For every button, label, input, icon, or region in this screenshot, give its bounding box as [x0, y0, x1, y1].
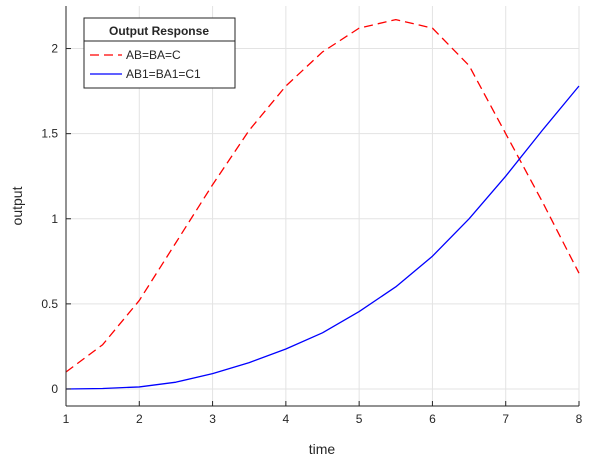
x-axis-label: time — [309, 441, 336, 457]
x-tick-label: 4 — [283, 412, 290, 426]
y-tick-label: 0 — [51, 382, 58, 396]
axes — [65, 6, 579, 407]
y-tick-label: 0.5 — [41, 297, 58, 311]
y-tick-label: 1.5 — [41, 127, 58, 141]
legend-title: Output Response — [109, 24, 209, 38]
y-tick-label: 1 — [51, 212, 58, 226]
x-tick-label: 2 — [136, 412, 143, 426]
x-tick-label: 6 — [429, 412, 436, 426]
x-tick-label: 3 — [209, 412, 216, 426]
x-tick-label: 1 — [63, 412, 70, 426]
legend: Output Response AB=BA=C AB1=BA1=C1 — [83, 17, 236, 89]
x-tick-label: 7 — [502, 412, 509, 426]
legend-entry-ab1-ba1-c1: AB1=BA1=C1 — [126, 67, 201, 81]
y-axis-label: output — [9, 186, 25, 225]
ticks: 1 2 3 4 5 6 7 8 0 0.5 1 1.5 2 — [41, 42, 582, 426]
series-line-0 — [65, 18, 580, 373]
series-line-1 — [65, 85, 580, 390]
x-tick-label: 8 — [576, 412, 583, 426]
legend-entry-ab-ba-c: AB=BA=C — [126, 48, 181, 62]
y-tick-label: 2 — [51, 42, 58, 56]
series-layer — [65, 18, 580, 390]
x-tick-label: 5 — [356, 412, 363, 426]
legend-box — [83, 17, 236, 89]
